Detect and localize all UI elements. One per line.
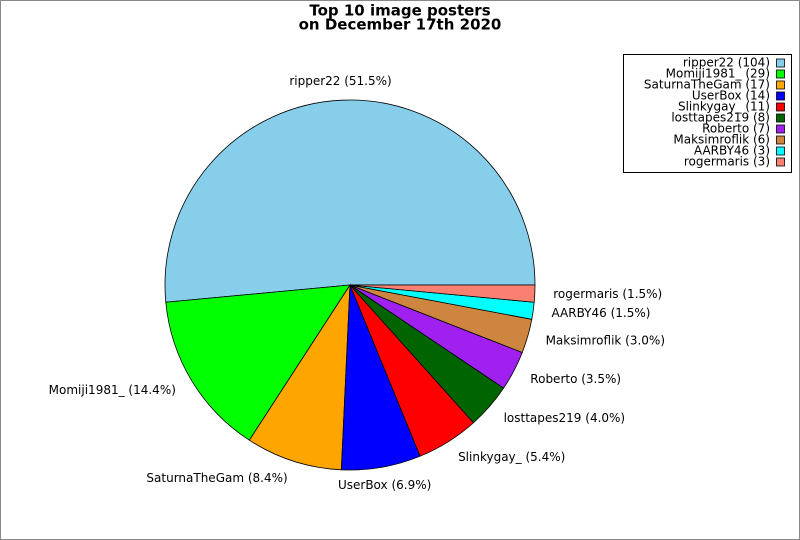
legend-label: SaturnaTheGam (17) [644,78,770,92]
legend-label: Roberto (7) [702,122,770,136]
legend-label: AARBY46 (3) [694,144,770,158]
slice-label: Maksimroflik (3.0%) [546,334,665,348]
legend-swatch [776,102,785,112]
legend-swatch [776,135,785,145]
legend-swatch [776,124,785,134]
legend-swatch [776,80,785,90]
slice-label: Roberto (3.5%) [530,372,621,386]
legend-label: losttapes219 (8) [671,111,770,125]
legend-label: UserBox (14) [692,89,770,103]
pie-slice [248,283,351,471]
slice-label: AARBY46 (1.5%) [552,306,651,320]
slice-label: ripper22 (51.5%) [289,74,391,88]
legend-swatch [776,58,785,68]
legend-swatch [776,91,785,101]
legend-box [623,54,792,173]
slice-label: rogermaris (1.5%) [553,287,662,301]
legend-swatch [776,146,785,156]
slice-label: Momiji1981_ (14.4%) [49,383,176,397]
slice-label: Slinkygay_ (5.4%) [458,450,565,464]
slice-label: losttapes219 (4.0%) [504,411,626,425]
legend-swatch [776,157,785,167]
chart-title: Top 10 image posters [309,2,490,20]
legend-label: Momiji1981_ (29) [666,67,770,81]
slice-label: SaturnaTheGam (8.4%) [146,471,287,485]
pie-slice [165,284,351,441]
legend-label: rogermaris (3) [684,155,770,169]
legend-swatch [776,69,785,79]
slice-label: UserBox (6.9%) [338,478,431,492]
legend-swatch [776,113,785,123]
chart-subtitle: on December 17th 2020 [299,16,502,34]
legend-label: Slinkygay_ (11) [678,100,770,114]
pie-slice [349,284,536,303]
legend-label: Maksimroflik (6) [673,133,770,147]
pie-slice [164,99,536,303]
legend-label: ripper22 (104) [683,56,770,70]
